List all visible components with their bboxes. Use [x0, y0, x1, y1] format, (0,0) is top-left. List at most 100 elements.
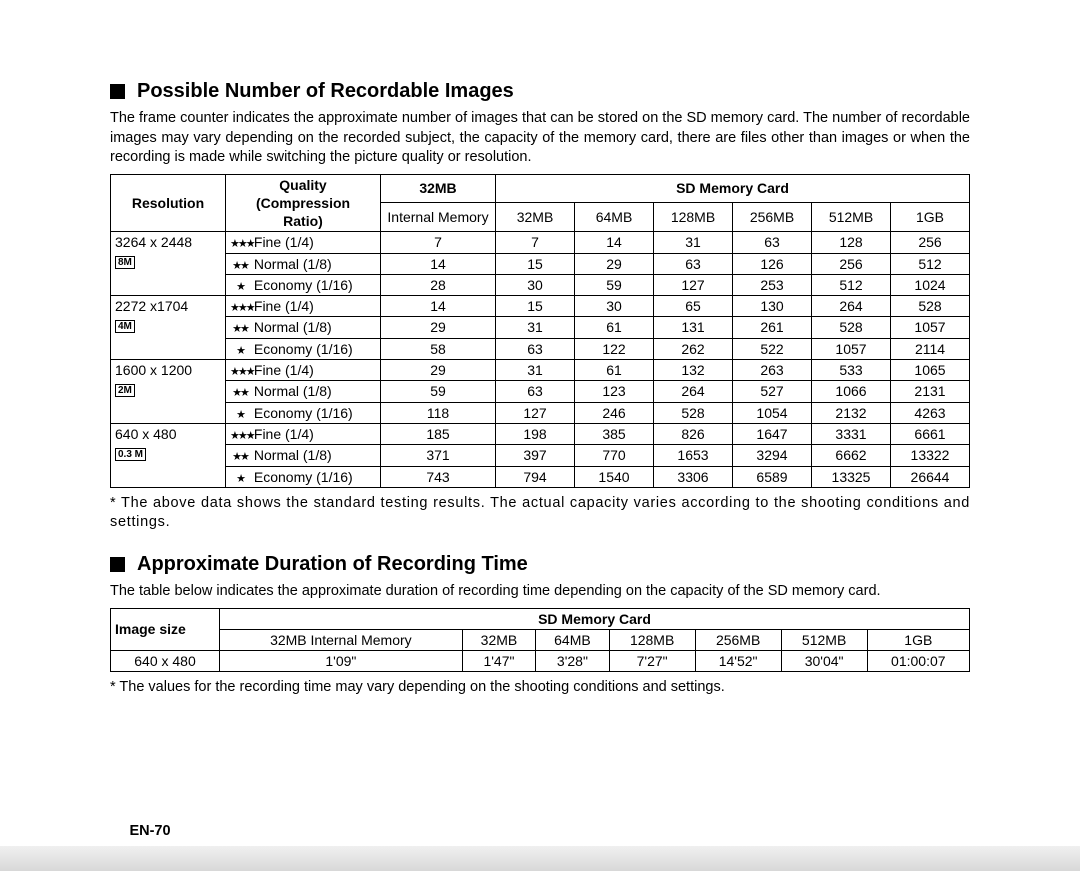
- star-rating-icon: ★★: [230, 386, 250, 400]
- resolution-cell: 640 x 4800.3 M: [111, 423, 226, 487]
- dur-v2: 3'28": [536, 650, 609, 671]
- table-row: ★ Economy (1/16)2830591272535121024: [111, 274, 970, 295]
- value-cell: 63: [733, 232, 812, 253]
- value-cell: 59: [575, 274, 654, 295]
- th-dur-5: 1GB: [867, 629, 969, 650]
- dur-v3: 7'27": [609, 650, 695, 671]
- dur-v6: 01:00:07: [867, 650, 969, 671]
- value-cell: 3331: [812, 423, 891, 444]
- value-cell: 1054: [733, 402, 812, 423]
- quality-cell: ★★ Normal (1/8): [226, 381, 381, 402]
- value-cell: 61: [575, 360, 654, 381]
- value-cell: 826: [654, 423, 733, 444]
- th-sd-5: 1GB: [891, 203, 970, 232]
- quality-cell: ★ Economy (1/16): [226, 466, 381, 487]
- value-cell: 7: [381, 232, 496, 253]
- value-cell: 246: [575, 402, 654, 423]
- star-rating-icon: ★★: [230, 450, 250, 464]
- page-footer-shade: [0, 846, 1080, 871]
- quality-cell: ★ Economy (1/16): [226, 274, 381, 295]
- star-rating-icon: ★: [230, 408, 250, 422]
- value-cell: 198: [496, 423, 575, 444]
- table-row: 640 x 4800.3 M★★★ Fine (1/4)185198385826…: [111, 423, 970, 444]
- section2-footnote: * The values for the recording time may …: [110, 678, 970, 698]
- quality-label: Normal (1/8): [254, 319, 332, 335]
- value-cell: 4263: [891, 402, 970, 423]
- value-cell: 14: [381, 253, 496, 274]
- value-cell: 262: [654, 338, 733, 359]
- value-cell: 31: [496, 360, 575, 381]
- page-number: EN-70: [110, 819, 190, 843]
- value-cell: 2132: [812, 402, 891, 423]
- section1-heading: Possible Number of Recordable Images: [110, 80, 970, 103]
- value-cell: 15: [496, 296, 575, 317]
- table-row: ★★ Normal (1/8)3713977701653329466621332…: [111, 445, 970, 466]
- th-image-size: Image size: [111, 608, 220, 650]
- value-cell: 253: [733, 274, 812, 295]
- star-rating-icon: ★★★: [230, 301, 250, 315]
- star-rating-icon: ★: [230, 344, 250, 358]
- value-cell: 1057: [812, 338, 891, 359]
- value-cell: 123: [575, 381, 654, 402]
- value-cell: 263: [733, 360, 812, 381]
- value-cell: 1647: [733, 423, 812, 444]
- th-sd-2: 128MB: [654, 203, 733, 232]
- value-cell: 6662: [812, 445, 891, 466]
- value-cell: 130: [733, 296, 812, 317]
- value-cell: 2131: [891, 381, 970, 402]
- value-cell: 185: [381, 423, 496, 444]
- value-cell: 13325: [812, 466, 891, 487]
- value-cell: 264: [812, 296, 891, 317]
- quality-cell: ★★★ Fine (1/4): [226, 296, 381, 317]
- value-cell: 1540: [575, 466, 654, 487]
- value-cell: 122: [575, 338, 654, 359]
- table-row: ★★ Normal (1/8)596312326452710662131: [111, 381, 970, 402]
- th-sd-1: 64MB: [575, 203, 654, 232]
- value-cell: 256: [891, 232, 970, 253]
- value-cell: 512: [891, 253, 970, 274]
- value-cell: 31: [654, 232, 733, 253]
- section1-heading-text: Possible Number of Recordable Images: [137, 80, 514, 103]
- quality-label: Fine (1/4): [254, 234, 314, 250]
- quality-label: Economy (1/16): [254, 405, 353, 421]
- value-cell: 528: [654, 402, 733, 423]
- dur-header-row1: Image size SD Memory Card: [111, 608, 970, 629]
- value-cell: 28: [381, 274, 496, 295]
- th-dur-sd: SD Memory Card: [220, 608, 970, 629]
- section2-heading-text: Approximate Duration of Recording Time: [137, 553, 528, 576]
- value-cell: 29: [381, 317, 496, 338]
- value-cell: 29: [381, 360, 496, 381]
- dur-v0: 1'09": [220, 650, 463, 671]
- value-cell: 127: [496, 402, 575, 423]
- value-cell: 264: [654, 381, 733, 402]
- value-cell: 61: [575, 317, 654, 338]
- table-row: ★★ Normal (1/8)2931611312615281057: [111, 317, 970, 338]
- star-rating-icon: ★★★: [230, 429, 250, 443]
- value-cell: 30: [575, 296, 654, 317]
- table-row: ★★ Normal (1/8)14152963126256512: [111, 253, 970, 274]
- megapixel-badge: 2M: [115, 384, 135, 397]
- dur-res: 640 x 480: [111, 650, 220, 671]
- value-cell: 371: [381, 445, 496, 466]
- quality-cell: ★★★ Fine (1/4): [226, 232, 381, 253]
- resolution-cell: 3264 x 24488M: [111, 232, 226, 296]
- value-cell: 63: [496, 338, 575, 359]
- value-cell: 261: [733, 317, 812, 338]
- th-sd-0: 32MB: [496, 203, 575, 232]
- value-cell: 1653: [654, 445, 733, 466]
- dur-v1: 1'47": [462, 650, 535, 671]
- value-cell: 533: [812, 360, 891, 381]
- value-cell: 29: [575, 253, 654, 274]
- value-cell: 14: [575, 232, 654, 253]
- quality-cell: ★★★ Fine (1/4): [226, 360, 381, 381]
- value-cell: 2114: [891, 338, 970, 359]
- value-cell: 527: [733, 381, 812, 402]
- table-row: ★ Economy (1/16)586312226252210572114: [111, 338, 970, 359]
- quality-cell: ★★ Normal (1/8): [226, 253, 381, 274]
- star-rating-icon: ★★★: [230, 365, 250, 379]
- value-cell: 528: [891, 296, 970, 317]
- resolution-cell: 2272 x17044M: [111, 296, 226, 360]
- th-quality: Quality(CompressionRatio): [226, 174, 381, 232]
- quality-label: Normal (1/8): [254, 383, 332, 399]
- th-dur-0: 32MB: [462, 629, 535, 650]
